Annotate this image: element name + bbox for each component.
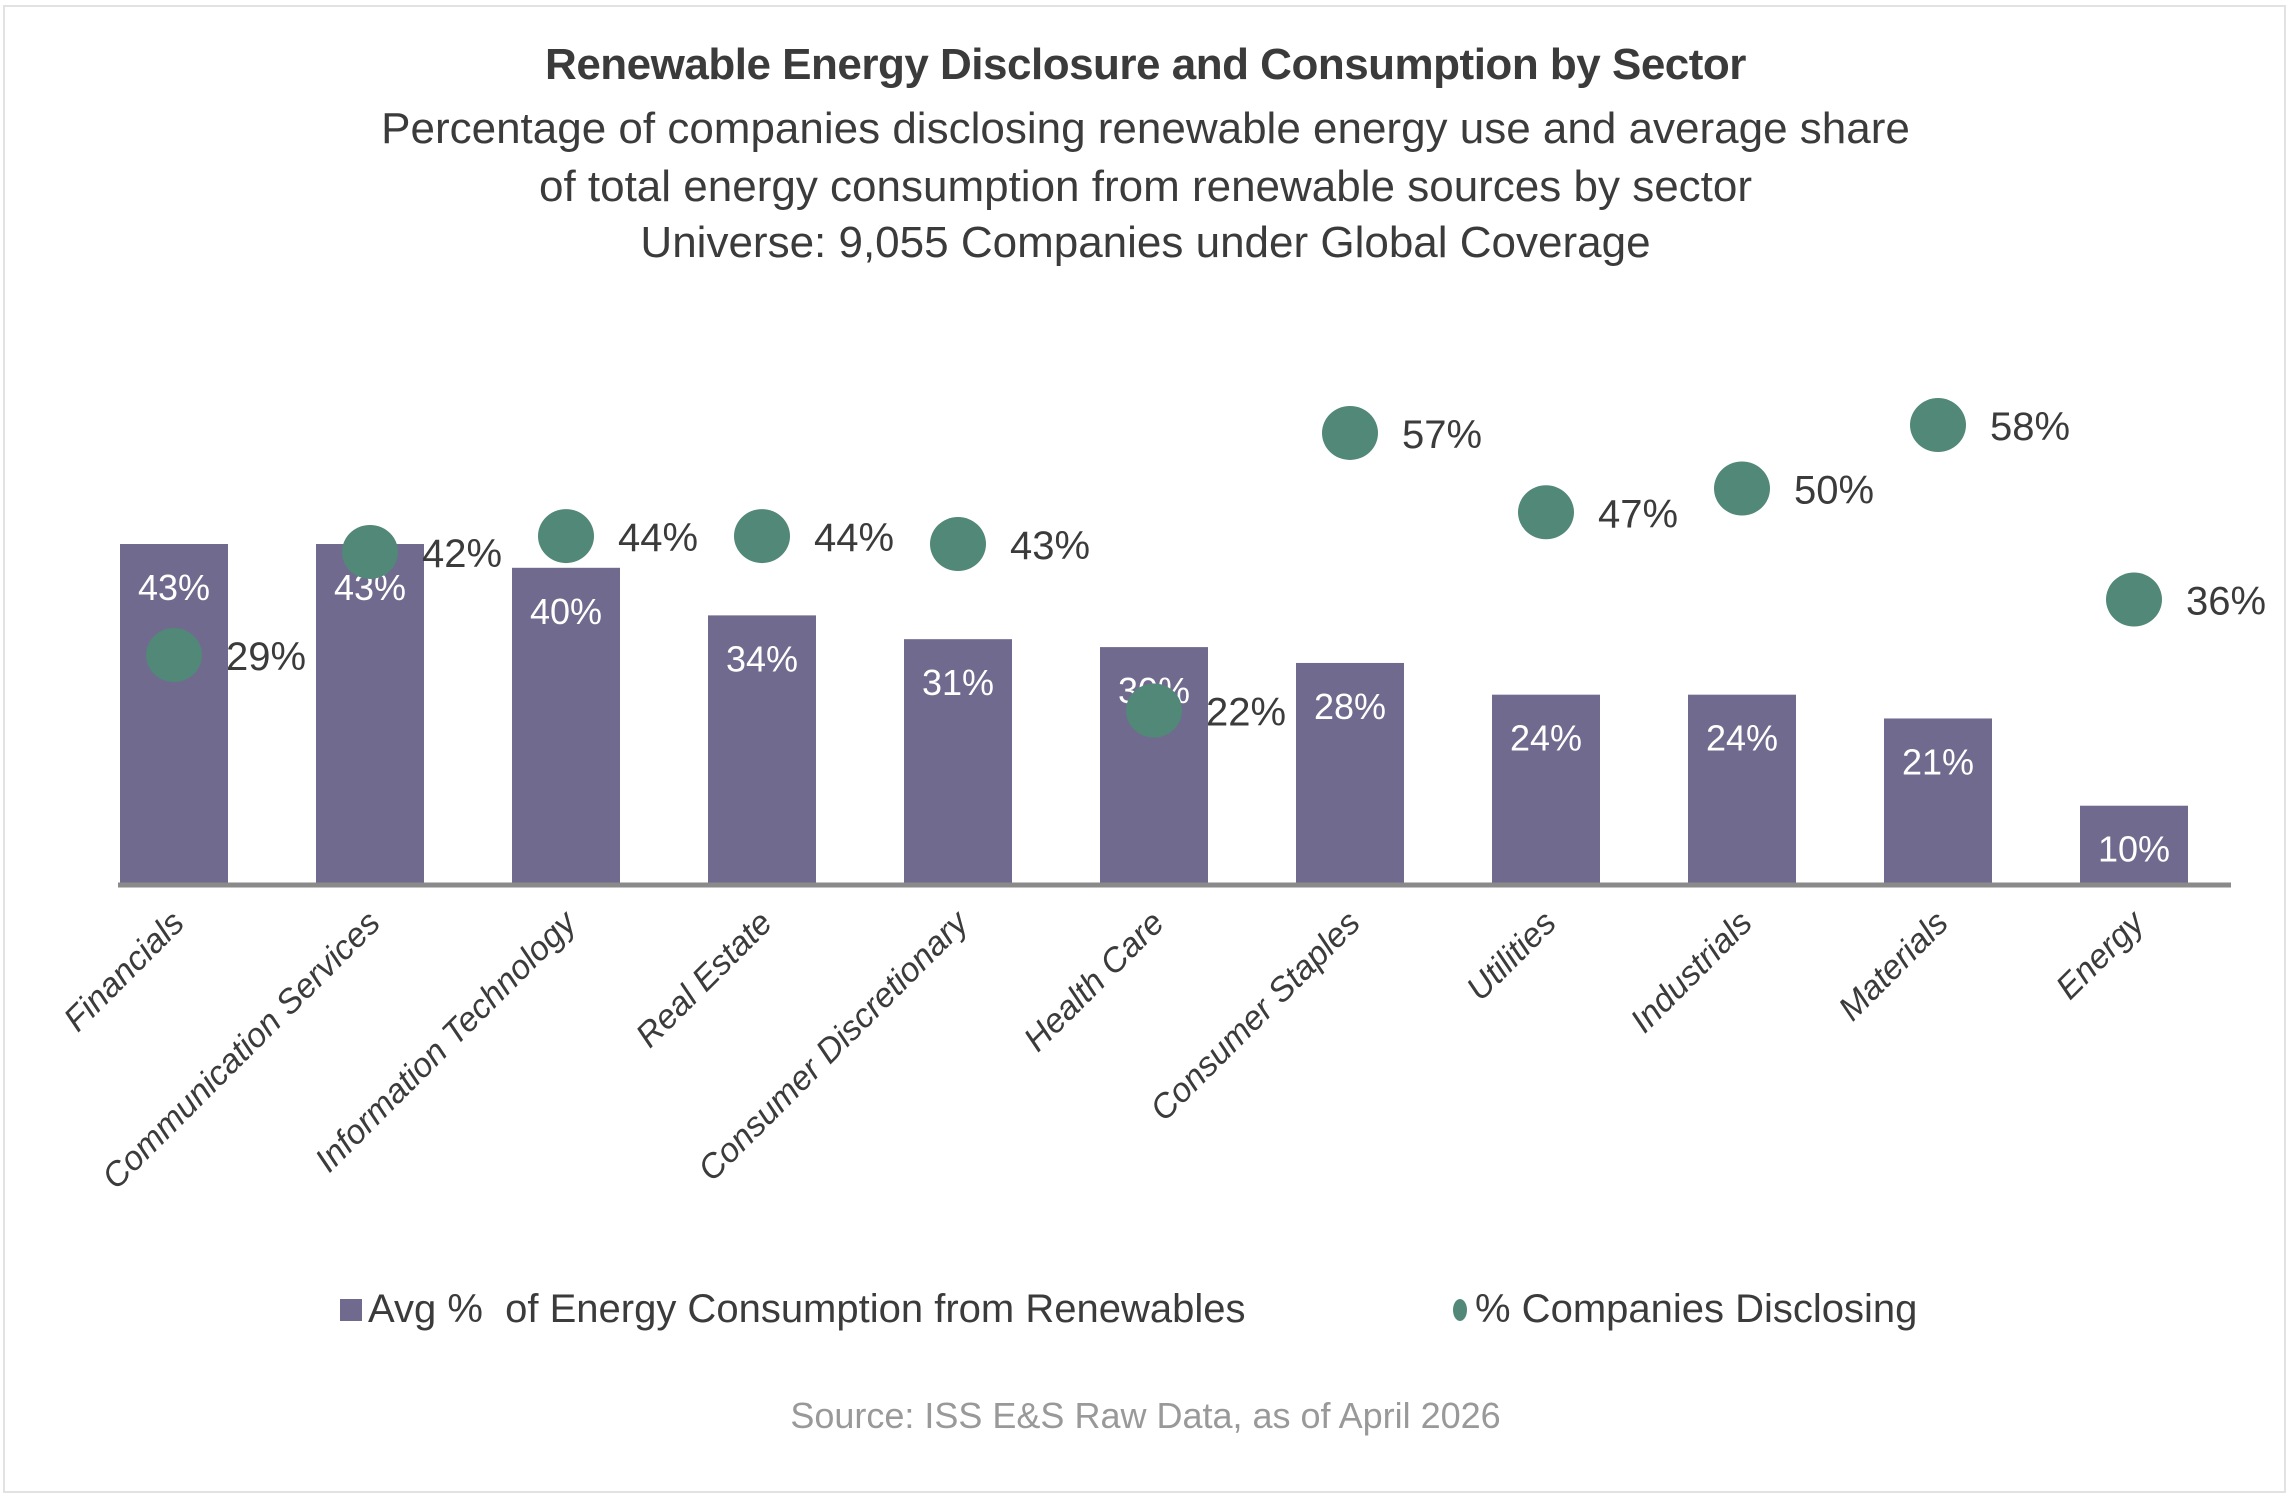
bar-4 — [904, 639, 1012, 885]
x-tick-label-10: Energy — [2049, 902, 2153, 1006]
scatter-value-label-3: 44% — [814, 516, 894, 560]
bar-7 — [1492, 694, 1600, 885]
bar-value-label-4: 31% — [922, 662, 994, 703]
scatter-point-5 — [1126, 683, 1182, 738]
bar-value-label-9: 21% — [1902, 741, 1974, 782]
scatter-point-2 — [538, 509, 594, 564]
chart-title: Renewable Energy Disclosure and Consumpt… — [545, 40, 1746, 89]
scatter-value-label-2: 44% — [618, 516, 698, 560]
x-tick-label-3: Real Estate — [629, 904, 780, 1055]
x-tick-label-0: Financials — [57, 904, 192, 1039]
x-tick-label-8: Industrials — [1623, 904, 1759, 1040]
scatter-point-0 — [146, 628, 202, 683]
bar-value-label-8: 24% — [1706, 718, 1778, 759]
legend-circle-marker-icon — [1453, 1298, 1467, 1321]
chart-subtitle-line-1: Percentage of companies disclosing renew… — [381, 104, 1910, 153]
bar-value-label-7: 24% — [1510, 718, 1582, 759]
legend-label-bars: Avg % of Energy Consumption from Renewab… — [368, 1287, 1246, 1331]
legend-square-marker-icon — [340, 1298, 362, 1321]
scatter-value-label-4: 43% — [1010, 524, 1090, 568]
chart-frame — [3, 5, 2286, 1493]
scatter-value-labels: 29% 42% 44% 44% 43% 22% 57% 47% 50% 58% 36% — [226, 405, 2266, 734]
bar-2 — [512, 567, 620, 885]
scatter-value-label-1: 42% — [422, 532, 502, 576]
bar-10 — [2080, 805, 2188, 885]
scatter-point-4 — [930, 517, 986, 572]
x-tick-label-9: Materials — [1831, 904, 1955, 1028]
scatter-value-label-10: 36% — [2186, 580, 2266, 624]
scatter-point-7 — [1518, 485, 1574, 540]
chart-subtitle-line-2: of total energy consumption from renewab… — [538, 162, 1753, 211]
scatter-series — [146, 398, 2162, 738]
scatter-point-6 — [1322, 405, 1378, 460]
x-tick-label-5: Health Care — [1017, 904, 1172, 1059]
bar-9 — [1884, 718, 1992, 885]
scatter-value-label-6: 57% — [1402, 413, 1482, 457]
scatter-point-3 — [734, 509, 790, 564]
scatter-value-label-7: 47% — [1598, 492, 1678, 536]
bar-6 — [1296, 662, 1404, 885]
legend-item-dots[interactable]: % Companies Disclosing — [1453, 1287, 1917, 1332]
bar-8 — [1688, 694, 1796, 885]
x-tick-label-7: Utilities — [1459, 904, 1563, 1008]
legend-item-bars[interactable]: Avg % of Energy Consumption from Renewab… — [340, 1287, 1245, 1332]
x-tick-label-6: Consumer Staples — [1143, 904, 1368, 1129]
bar-value-label-0: 43% — [138, 567, 210, 608]
scatter-point-10 — [2106, 572, 2162, 627]
bar-1 — [316, 544, 424, 885]
bar-value-labels: 43%43%40%34%31%30%28%24%24%21%10% — [138, 567, 2170, 870]
scatter-point-9 — [1910, 398, 1966, 453]
scatter-point-1 — [342, 524, 398, 579]
bar-0 — [120, 544, 228, 885]
legend: Avg % of Energy Consumption from Renewab… — [0, 1287, 2291, 1337]
scatter-value-label-0: 29% — [226, 635, 306, 679]
legend-label-dots: % Companies Disclosing — [1475, 1287, 1918, 1331]
bar-value-label-2: 40% — [530, 591, 602, 632]
scatter-value-label-5: 22% — [1206, 691, 1286, 735]
bar-value-label-6: 28% — [1314, 686, 1386, 727]
bar-series — [120, 544, 2188, 885]
scatter-value-label-9: 58% — [1990, 405, 2070, 449]
chart-subtitle-line-3: Universe: 9,055 Companies under Global C… — [640, 218, 1651, 267]
bar-3 — [708, 615, 816, 885]
bar-value-label-10: 10% — [2098, 829, 2170, 870]
bar-value-label-3: 34% — [726, 638, 798, 679]
scatter-point-8 — [1714, 461, 1770, 516]
source-note: Source: ISS E&S Raw Data, as of April 20… — [790, 1395, 1501, 1436]
scatter-value-label-8: 50% — [1794, 469, 1874, 513]
